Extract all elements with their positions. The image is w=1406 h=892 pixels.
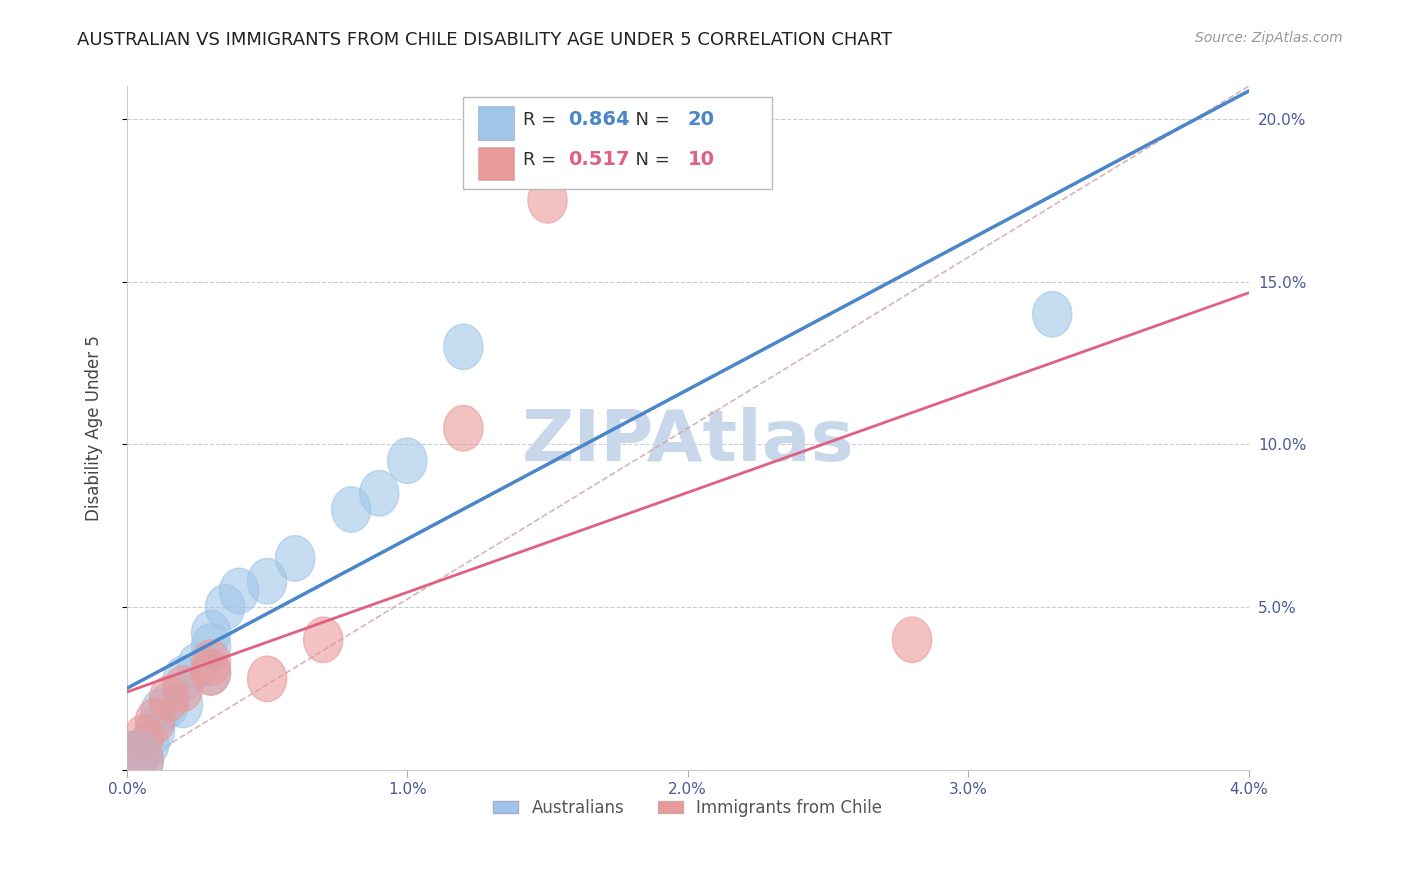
Text: 0.864: 0.864 <box>568 111 630 129</box>
Text: N =: N = <box>624 151 675 169</box>
Ellipse shape <box>219 568 259 614</box>
Ellipse shape <box>163 656 202 702</box>
Ellipse shape <box>149 682 188 728</box>
Text: 0.517: 0.517 <box>568 151 630 169</box>
Ellipse shape <box>129 721 169 767</box>
Ellipse shape <box>304 617 343 663</box>
Ellipse shape <box>149 675 188 721</box>
Ellipse shape <box>107 731 163 789</box>
Text: 10: 10 <box>688 151 714 169</box>
Ellipse shape <box>444 324 484 369</box>
Ellipse shape <box>527 178 567 223</box>
Ellipse shape <box>191 624 231 669</box>
Ellipse shape <box>276 535 315 582</box>
Text: AUSTRALIAN VS IMMIGRANTS FROM CHILE DISABILITY AGE UNDER 5 CORRELATION CHART: AUSTRALIAN VS IMMIGRANTS FROM CHILE DISA… <box>77 31 893 49</box>
Text: ZIPAtlas: ZIPAtlas <box>522 408 853 476</box>
Ellipse shape <box>163 665 202 712</box>
Ellipse shape <box>444 405 484 451</box>
Ellipse shape <box>121 731 160 777</box>
Text: N =: N = <box>624 111 675 128</box>
Ellipse shape <box>893 617 932 663</box>
Y-axis label: Disability Age Under 5: Disability Age Under 5 <box>86 335 103 521</box>
Ellipse shape <box>1032 292 1071 337</box>
Ellipse shape <box>177 643 217 689</box>
Ellipse shape <box>332 487 371 533</box>
Ellipse shape <box>163 682 202 728</box>
FancyBboxPatch shape <box>478 146 513 180</box>
Ellipse shape <box>107 731 163 789</box>
Text: R =: R = <box>523 151 562 169</box>
Ellipse shape <box>388 438 427 483</box>
Ellipse shape <box>191 649 231 695</box>
Ellipse shape <box>191 640 231 685</box>
Ellipse shape <box>205 584 245 630</box>
Legend: Australians, Immigrants from Chile: Australians, Immigrants from Chile <box>486 792 889 823</box>
Ellipse shape <box>247 558 287 604</box>
FancyBboxPatch shape <box>464 96 772 189</box>
Ellipse shape <box>247 656 287 702</box>
Ellipse shape <box>191 610 231 656</box>
Text: 20: 20 <box>688 111 714 129</box>
Ellipse shape <box>141 689 180 734</box>
Ellipse shape <box>360 470 399 516</box>
Ellipse shape <box>124 714 163 760</box>
Ellipse shape <box>135 708 174 754</box>
Text: Source: ZipAtlas.com: Source: ZipAtlas.com <box>1195 31 1343 45</box>
Ellipse shape <box>191 649 231 695</box>
Ellipse shape <box>135 698 174 744</box>
Text: R =: R = <box>523 111 562 128</box>
Ellipse shape <box>118 731 157 777</box>
FancyBboxPatch shape <box>478 106 513 140</box>
